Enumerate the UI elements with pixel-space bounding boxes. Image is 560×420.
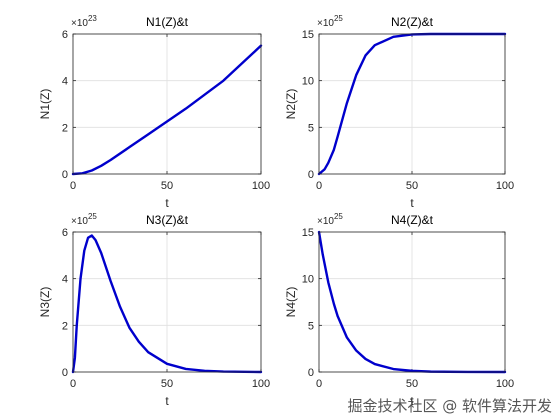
y-exponent-power: 25 — [88, 212, 97, 221]
x-tick-label: 0 — [316, 180, 322, 192]
plot-border-4 — [318, 231, 506, 373]
data-line-3 — [71, 234, 263, 374]
plot-border-1 — [72, 33, 262, 175]
y-tick-label: 15 — [302, 29, 314, 41]
x-axis-label: t — [410, 196, 414, 210]
chart-title: N2(Z)&t — [391, 15, 434, 29]
plot-border-2 — [318, 33, 506, 175]
y-axis-label: N2(Z) — [284, 89, 298, 120]
y-tick-label: 4 — [62, 274, 68, 286]
subplot-2: 0 50 100 0 5 10 15×1025 N2(Z)&t t N2(Z) — [284, 14, 514, 210]
y-tick-label: 4 — [62, 76, 68, 88]
x-tick-label: 0 — [70, 378, 76, 390]
subplot-1: 0 50 100 0 2 4 6×1023 N1(Z)&t t N1(Z) — [38, 14, 270, 210]
y-exponent-label: ×1025 — [317, 14, 343, 29]
x-axis-label: t — [165, 394, 169, 408]
x-tick-label: 100 — [252, 378, 270, 390]
plot-border-3 — [72, 231, 262, 373]
y-tick-label: 0 — [308, 367, 314, 379]
y-exponent-label: ×1025 — [71, 212, 97, 227]
y-tick-label: 15 — [302, 227, 314, 239]
data-line-1 — [71, 44, 263, 176]
y-tick-label: 0 — [62, 169, 68, 181]
subplot-3: 0 50 100 0 2 4 6×1025 N3(Z)&t t N3(Z) — [38, 212, 270, 408]
x-tick-label: 100 — [496, 180, 514, 192]
x-tick-label: 50 — [161, 378, 173, 390]
x-axis-label: t — [165, 196, 169, 210]
y-axis-label: N3(Z) — [38, 287, 52, 318]
y-tick-label: 10 — [302, 76, 314, 88]
x-tick-label: 0 — [70, 180, 76, 192]
chart-title: N4(Z)&t — [391, 213, 434, 227]
y-tick-label: 0 — [62, 367, 68, 379]
y-exponent-label: ×1023 — [71, 14, 97, 29]
x-tick-label: 0 — [316, 378, 322, 390]
x-tick-label: 100 — [496, 378, 514, 390]
x-tick-label: 100 — [252, 180, 270, 192]
x-tick-label: 50 — [406, 378, 418, 390]
y-exponent-power: 23 — [88, 14, 97, 23]
x-axis-label: t — [410, 394, 414, 408]
y-axis-label: N1(Z) — [38, 89, 52, 120]
data-line-4 — [317, 230, 507, 374]
y-tick-label: 10 — [302, 274, 314, 286]
watermark-text: 掘金技术社区 @ 软件算法开发 — [347, 397, 552, 415]
y-tick-label: 0 — [308, 169, 314, 181]
y-tick-label: 6 — [62, 29, 68, 41]
y-tick-label: 5 — [308, 320, 314, 332]
x-tick-label: 50 — [161, 180, 173, 192]
subplot-4: 0 50 100 0 5 10 15×1025 N4(Z)&t t N4(Z) — [284, 212, 514, 408]
y-tick-label: 6 — [62, 227, 68, 239]
x-tick-label: 50 — [406, 180, 418, 192]
y-exponent-power: 25 — [334, 212, 343, 221]
y-exponent-label: ×1025 — [317, 212, 343, 227]
chart-title: N1(Z)&t — [146, 15, 189, 29]
chart-title: N3(Z)&t — [146, 213, 189, 227]
y-tick-label: 5 — [308, 122, 314, 134]
y-exponent-power: 25 — [334, 14, 343, 23]
y-tick-label: 2 — [62, 320, 68, 332]
y-tick-label: 2 — [62, 122, 68, 134]
y-axis-label: N4(Z) — [284, 287, 298, 318]
